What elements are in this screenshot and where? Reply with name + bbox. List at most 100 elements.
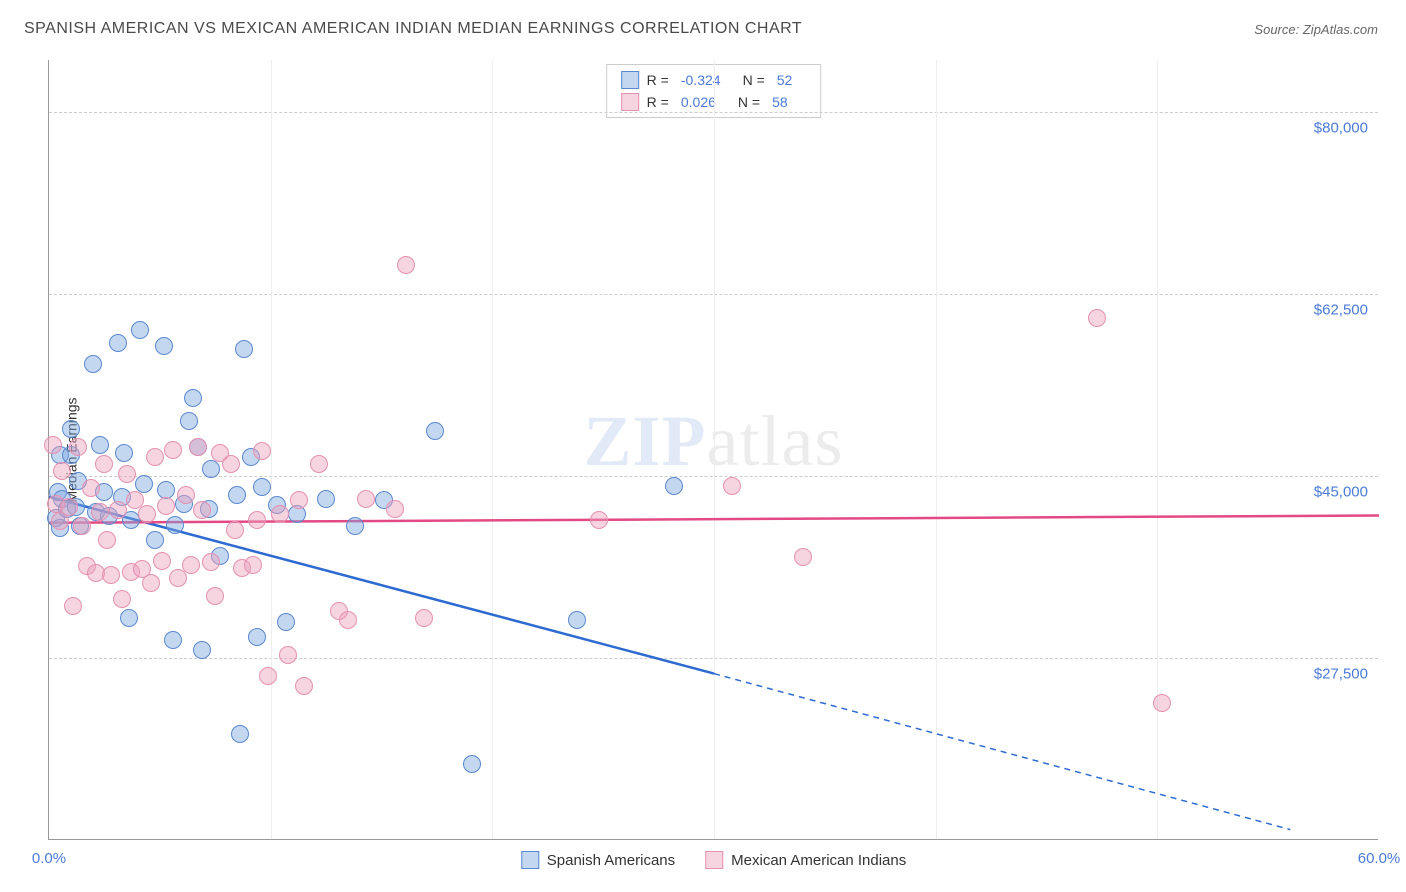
- data-point-spanish: [228, 486, 246, 504]
- gridline-v: [271, 60, 272, 839]
- data-point-spanish: [120, 609, 138, 627]
- data-point-mexican: [295, 677, 313, 695]
- data-point-mexican: [222, 455, 240, 473]
- data-point-mexican: [1088, 309, 1106, 327]
- r-value-mexican: 0.026: [681, 94, 716, 110]
- scatter-plot-area: Median Earnings ZIPatlas R =-0.324N =52R…: [48, 60, 1378, 840]
- data-point-spanish: [317, 490, 335, 508]
- data-point-mexican: [53, 462, 71, 480]
- y-tick-label: $80,000: [1314, 120, 1368, 137]
- data-point-mexican: [310, 455, 328, 473]
- x-tick-label: 60.0%: [1358, 850, 1401, 867]
- data-point-mexican: [202, 553, 220, 571]
- data-point-spanish: [146, 531, 164, 549]
- data-point-mexican: [177, 486, 195, 504]
- data-point-mexican: [206, 587, 224, 605]
- data-point-spanish: [157, 481, 175, 499]
- data-point-mexican: [357, 490, 375, 508]
- data-point-mexican: [290, 491, 308, 509]
- data-point-mexican: [109, 501, 127, 519]
- data-point-mexican: [73, 517, 91, 535]
- data-point-mexican: [82, 479, 100, 497]
- gridline-v: [492, 60, 493, 839]
- legend-bottom-item-mexican: Mexican American Indians: [705, 851, 906, 869]
- data-point-spanish: [164, 631, 182, 649]
- trend-line-dashed-spanish: [714, 674, 1290, 830]
- y-tick-label: $27,500: [1314, 666, 1368, 683]
- gridline-v: [714, 60, 715, 839]
- legend-swatch-mexican: [621, 93, 639, 111]
- data-point-mexican: [723, 477, 741, 495]
- source-label: Source:: [1254, 22, 1299, 37]
- data-point-mexican: [590, 511, 608, 529]
- data-point-mexican: [98, 531, 116, 549]
- data-point-spanish: [665, 477, 683, 495]
- r-label: R =: [647, 94, 669, 110]
- data-point-mexican: [339, 611, 357, 629]
- n-label: N =: [743, 72, 765, 88]
- data-point-spanish: [231, 725, 249, 743]
- data-point-spanish: [166, 516, 184, 534]
- data-point-mexican: [69, 438, 87, 456]
- data-point-mexican: [157, 497, 175, 515]
- data-point-spanish: [248, 628, 266, 646]
- data-point-mexican: [397, 256, 415, 274]
- n-value-spanish: 52: [777, 72, 793, 88]
- legend-label-mexican: Mexican American Indians: [731, 852, 906, 869]
- data-point-spanish: [235, 340, 253, 358]
- data-point-mexican: [164, 441, 182, 459]
- data-point-mexican: [1153, 694, 1171, 712]
- legend-swatch-mexican: [705, 851, 723, 869]
- source-attribution: Source: ZipAtlas.com: [1254, 22, 1378, 37]
- data-point-mexican: [44, 436, 62, 454]
- watermark-zip: ZIP: [584, 401, 707, 481]
- chart-title: SPANISH AMERICAN VS MEXICAN AMERICAN IND…: [24, 20, 802, 38]
- r-label: R =: [647, 72, 669, 88]
- y-tick-label: $45,000: [1314, 484, 1368, 501]
- data-point-mexican: [146, 448, 164, 466]
- data-point-mexican: [64, 597, 82, 615]
- legend-bottom-item-spanish: Spanish Americans: [521, 851, 675, 869]
- data-point-spanish: [62, 420, 80, 438]
- n-value-mexican: 58: [772, 94, 788, 110]
- data-point-mexican: [189, 438, 207, 456]
- gridline-v: [936, 60, 937, 839]
- data-point-spanish: [463, 755, 481, 773]
- data-point-spanish: [115, 444, 133, 462]
- data-point-spanish: [180, 412, 198, 430]
- gridline-v: [1157, 60, 1158, 839]
- data-point-mexican: [113, 590, 131, 608]
- data-point-mexican: [182, 556, 200, 574]
- data-point-mexican: [91, 503, 109, 521]
- watermark-atlas: atlas: [707, 401, 844, 481]
- n-label: N =: [738, 94, 760, 110]
- data-point-mexican: [259, 667, 277, 685]
- data-point-mexican: [386, 500, 404, 518]
- data-point-mexican: [138, 505, 156, 523]
- legend-swatch-spanish: [521, 851, 539, 869]
- legend-label-spanish: Spanish Americans: [547, 852, 675, 869]
- data-point-spanish: [426, 422, 444, 440]
- y-tick-label: $62,500: [1314, 302, 1368, 319]
- data-point-spanish: [202, 460, 220, 478]
- series-legend: Spanish Americans Mexican American Indian…: [521, 851, 907, 869]
- data-point-mexican: [279, 646, 297, 664]
- data-point-mexican: [271, 505, 289, 523]
- data-point-mexican: [118, 465, 136, 483]
- data-point-spanish: [568, 611, 586, 629]
- data-point-mexican: [415, 609, 433, 627]
- data-point-spanish: [155, 337, 173, 355]
- data-point-mexican: [95, 455, 113, 473]
- data-point-mexican: [248, 511, 266, 529]
- data-point-spanish: [253, 478, 271, 496]
- data-point-mexican: [102, 566, 120, 584]
- data-point-mexican: [244, 556, 262, 574]
- data-point-spanish: [109, 334, 127, 352]
- data-point-spanish: [131, 321, 149, 339]
- data-point-mexican: [226, 521, 244, 539]
- data-point-spanish: [84, 355, 102, 373]
- legend-swatch-spanish: [621, 71, 639, 89]
- data-point-spanish: [91, 436, 109, 454]
- data-point-spanish: [193, 641, 211, 659]
- data-point-mexican: [794, 548, 812, 566]
